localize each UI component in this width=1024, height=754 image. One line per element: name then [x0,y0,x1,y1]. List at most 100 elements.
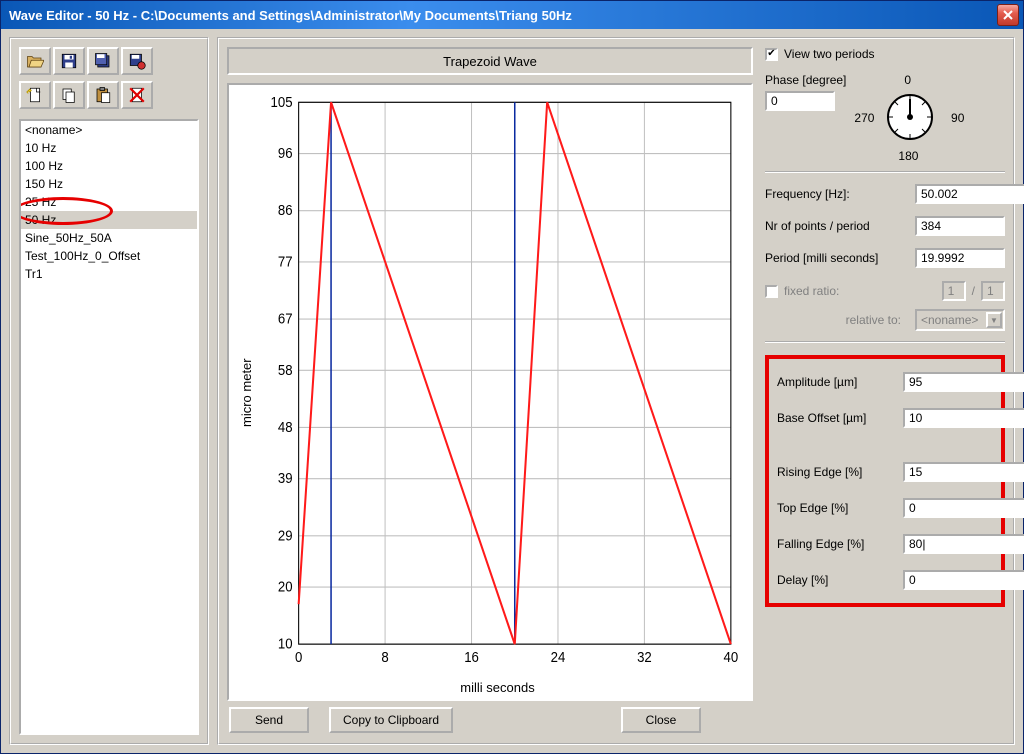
dial-label-90: 90 [951,111,964,125]
wave-shape-params-box: Amplitude [µm] ▲▼ Base Offset [µm] ▲▼ Ri… [765,355,1005,607]
list-item[interactable]: <noname> [21,121,197,139]
amplitude-input[interactable] [903,372,1024,392]
list-item[interactable]: 50 Hz [21,211,197,229]
falling-edge-input[interactable] [903,534,1024,554]
chevron-down-icon: ▼ [986,312,1002,328]
save-as-button[interactable] [121,47,153,75]
list-item[interactable]: 150 Hz [21,175,197,193]
rising-edge-label: Rising Edge [%] [777,465,897,479]
fixed-ratio-row: fixed ratio: / [765,281,1005,301]
relative-to-combo: <noname> ▼ [915,309,1005,331]
window-title: Wave Editor - 50 Hz - C:\Documents and S… [9,8,572,23]
frequency-spinbox[interactable]: ▲▼ [915,184,1005,204]
list-item[interactable]: Tr1 [21,265,197,283]
wave-listbox[interactable]: <noname>10 Hz100 Hz150 Hz25 Hz50 HzSine_… [19,119,199,735]
svg-text:10: 10 [278,635,293,652]
svg-text:96: 96 [278,144,293,161]
list-item[interactable]: 10 Hz [21,139,197,157]
y-axis-label: micro meter [237,91,254,695]
titlebar: Wave Editor - 50 Hz - C:\Documents and S… [1,1,1023,29]
view-two-periods-checkbox[interactable]: ✔ [765,48,778,61]
delete-button[interactable] [121,81,153,109]
top-edge-input[interactable] [903,498,1024,518]
svg-text:67: 67 [278,310,293,327]
phase-input[interactable] [765,91,835,111]
chart-svg: 081624324010202939485867778696105 [254,91,741,678]
top-edge-label: Top Edge [%] [777,501,897,515]
ratio-a-input [942,281,966,301]
save-button[interactable] [53,47,85,75]
points-label: Nr of points / period [765,219,909,233]
view-two-periods-label: View two periods [784,47,875,61]
base-offset-input[interactable] [903,408,1024,428]
period-input[interactable] [915,248,1005,268]
x-axis-label: milli seconds [254,678,741,695]
wave-editor-window: Wave Editor - 50 Hz - C:\Documents and S… [0,0,1024,754]
falling-edge-label: Falling Edge [%] [777,537,897,551]
svg-text:58: 58 [278,361,293,378]
frequency-label: Frequency [Hz]: [765,187,909,201]
chart-plot: micro meter 0816243240102029394858677786… [227,83,753,701]
list-item[interactable]: Test_100Hz_0_Offset [21,247,197,265]
list-item[interactable]: Sine_50Hz_50A [21,229,197,247]
phase-row: Phase [degree] 0 90 180 270 [765,73,1005,163]
svg-text:24: 24 [551,649,566,666]
phase-dial[interactable] [886,93,934,141]
svg-text:8: 8 [381,649,389,666]
delay-input[interactable] [903,570,1024,590]
mid-row: micro meter 0816243240102029394858677786… [227,83,1005,735]
frequency-row: Frequency [Hz]: ▲▼ [765,181,1005,207]
toolbar-row-1 [19,47,199,75]
svg-text:0: 0 [295,649,303,666]
copy-button[interactable] [53,81,85,109]
dial-label-180: 180 [898,149,918,163]
client-area: <noname>10 Hz100 Hz150 Hz25 Hz50 HzSine_… [1,29,1023,753]
svg-text:77: 77 [278,253,293,270]
svg-text:40: 40 [724,649,739,666]
list-item[interactable]: 100 Hz [21,157,197,175]
send-button[interactable]: Send [229,707,309,733]
button-row: Send Copy to Clipboard Close [227,701,753,735]
right-panel: Trapezoid Wave micro meter 0 8 16 24 32 40 10 2… [217,37,1015,745]
view-two-periods-row: ✔ View two periods [765,47,1005,61]
phase-dial-container: 0 90 180 270 [854,73,964,163]
relative-to-label: relative to: [765,313,909,327]
relative-to-row: relative to: <noname> ▼ [765,307,1005,333]
phase-label: Phase [degree] [765,73,846,87]
save-all-button[interactable] [87,47,119,75]
points-row: Nr of points / period [765,213,1005,239]
fixed-ratio-label: fixed ratio: [784,284,839,298]
window-close-button[interactable] [997,4,1019,26]
svg-text:32: 32 [637,649,652,666]
period-label: Period [milli seconds] [765,251,909,265]
svg-text:39: 39 [278,470,293,487]
frequency-input[interactable] [915,184,1024,204]
list-item[interactable]: 25 Hz [21,193,197,211]
period-row: Period [milli seconds] [765,245,1005,271]
base-offset-label: Base Offset [µm] [777,411,897,425]
svg-text:48: 48 [278,418,293,435]
delay-label: Delay [%] [777,573,897,587]
params-panel: ✔ View two periods Phase [degree] 0 90 1… [765,83,1005,735]
svg-text:105: 105 [271,93,293,110]
wave-type-display: Trapezoid Wave [227,47,753,75]
svg-text:86: 86 [278,201,293,218]
toolbar-row-2 [19,81,199,109]
new-button[interactable] [19,81,51,109]
points-input[interactable] [915,216,1005,236]
relative-to-value: <noname> [921,313,978,327]
left-panel: <noname>10 Hz100 Hz150 Hz25 Hz50 HzSine_… [9,37,209,745]
dial-label-270: 270 [854,111,874,125]
rising-edge-input[interactable] [903,462,1024,482]
chart-container: micro meter 0816243240102029394858677786… [227,83,753,735]
amplitude-label: Amplitude [µm] [777,375,897,389]
close-button[interactable]: Close [621,707,701,733]
copy-clipboard-button[interactable]: Copy to Clipboard [329,707,453,733]
paste-button[interactable] [87,81,119,109]
fixed-ratio-checkbox[interactable] [765,285,778,298]
open-button[interactable] [19,47,51,75]
ratio-b-input [981,281,1005,301]
dial-label-0: 0 [904,73,911,87]
svg-text:29: 29 [278,527,293,544]
svg-text:16: 16 [464,649,479,666]
